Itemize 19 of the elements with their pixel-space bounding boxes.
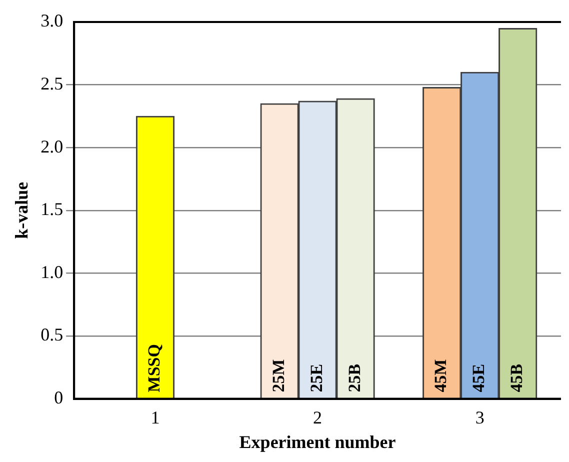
y-axis-title: k-value — [11, 182, 32, 239]
y-tick-label: 1.5 — [40, 199, 64, 220]
x-tick-label: 2 — [313, 407, 322, 428]
y-tick-label: 2.0 — [40, 136, 64, 156]
y-tick-label: 0.5 — [40, 324, 64, 345]
x-axis-title: Experiment number — [239, 432, 396, 452]
series-label: 45B — [507, 364, 526, 392]
series-label: 45E — [469, 364, 488, 392]
y-tick-label: 2.5 — [40, 74, 64, 94]
y-tick-label: 3.0 — [40, 10, 64, 31]
series-label: 25E — [306, 364, 326, 392]
series-label: MSSQ — [144, 344, 164, 392]
y-tick-label: 1.0 — [40, 262, 64, 282]
y-tick-label: 0 — [54, 388, 64, 408]
series-label: 25M — [268, 359, 288, 392]
series-label: 25B — [344, 364, 364, 392]
x-tick-label: 1 — [150, 407, 160, 428]
x-tick-label: 3 — [475, 407, 484, 428]
series-label: 45M — [431, 359, 450, 392]
